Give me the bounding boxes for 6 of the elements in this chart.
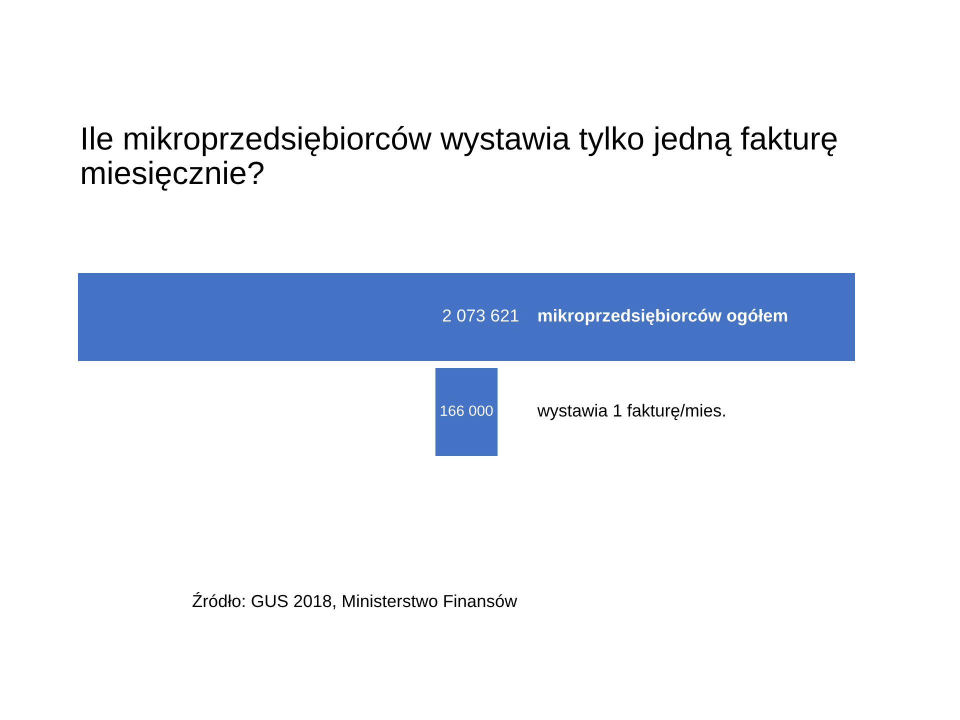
data-label: 2 073 621 (442, 309, 518, 322)
text: Ile mikroprzedsiębiorców wystawia tylko jedną fakturę miesięcznie? (82, 126, 837, 191)
data-label: 166 000 (440, 405, 493, 416)
text: Źródło: GUS 2018, Ministerstwo Finansów (192, 592, 518, 610)
category-label: wystawia 1 fakturę/mies. (537, 404, 725, 420)
category-label: mikroprzedsiębiorców ogółem (538, 308, 788, 326)
